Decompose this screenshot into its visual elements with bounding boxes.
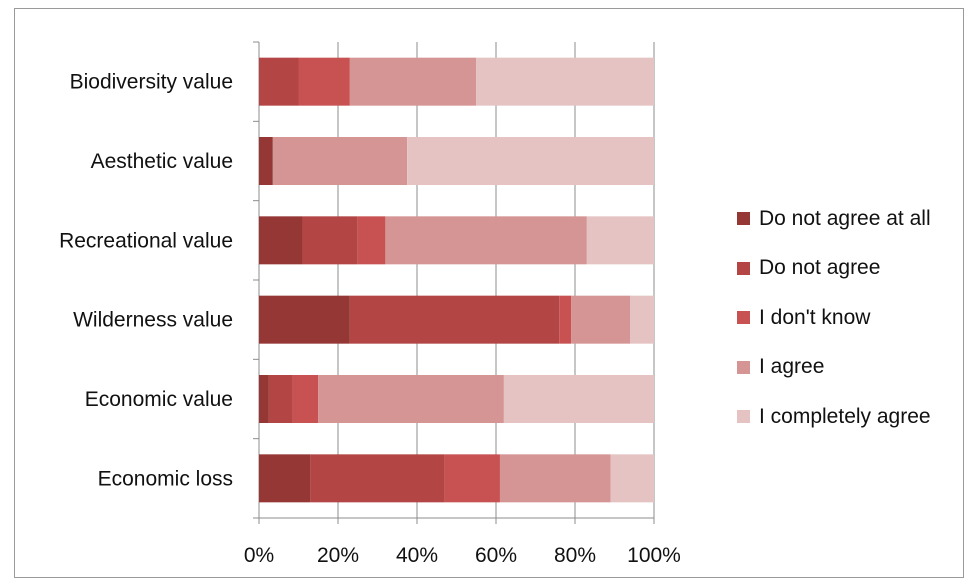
bar-segment — [349, 57, 477, 106]
stacked-bar-chart: Biodiversity value Aesthetic value Recreat… — [59, 41, 681, 567]
bar-segment — [302, 216, 358, 265]
bar-segment — [476, 57, 654, 106]
legend-label: Do not agree at all — [759, 206, 931, 230]
x-tick-label: 0% — [244, 544, 274, 567]
legend-item: Do not agree — [737, 244, 931, 294]
bar-segment — [310, 454, 445, 503]
legend-label: I completely agree — [759, 404, 931, 428]
bar-segment — [571, 295, 631, 344]
category-label: Economic loss — [98, 467, 233, 490]
legend-item: I completely agree — [737, 392, 931, 442]
legend-label: I agree — [759, 355, 825, 379]
bar-segment — [559, 295, 572, 344]
x-tick-label: 20% — [317, 544, 359, 567]
bar-segment — [318, 375, 504, 423]
bar-segment — [259, 375, 269, 423]
legend-item: I agree — [737, 343, 931, 393]
category-label: Wilderness value — [73, 309, 233, 332]
legend-swatch — [737, 311, 750, 325]
bar-segment — [268, 375, 293, 423]
legend-swatch — [737, 410, 750, 424]
chart-frame: Biodiversity value Aesthetic value Recreat… — [14, 8, 964, 578]
bar-segment — [259, 216, 303, 265]
bar-segment — [298, 57, 350, 106]
x-tick-label: 40% — [396, 544, 438, 567]
legend-item: Do not agree at all — [737, 194, 931, 244]
category-label: Biodiversity value — [70, 71, 233, 94]
bar-segment — [503, 375, 654, 423]
bar-segment — [292, 375, 319, 423]
bar-segment — [259, 137, 273, 185]
legend-label: I don't know — [759, 305, 871, 329]
legend-swatch — [737, 360, 750, 374]
category-label: Economic value — [85, 388, 233, 411]
x-tick-label: 80% — [554, 544, 596, 567]
category-label: Aesthetic value — [91, 150, 233, 173]
bar-segment — [499, 454, 611, 503]
bar-segment — [357, 216, 386, 265]
legend-swatch — [737, 212, 750, 226]
bar-segment — [586, 216, 654, 265]
legend-item: I don't know — [737, 293, 931, 343]
bar-segment — [259, 295, 350, 344]
x-tick-label: 60% — [475, 544, 517, 567]
bar-segment — [349, 295, 560, 344]
legend-swatch — [737, 261, 750, 275]
bar-segment — [407, 137, 654, 185]
bar-segment — [259, 454, 311, 503]
legend: Do not agree at all Do not agree I don't k… — [737, 194, 931, 442]
bar-segment — [610, 454, 654, 503]
x-tick-label: 100% — [627, 544, 681, 567]
bar-segment — [444, 454, 500, 503]
category-label: Recreational value — [59, 229, 233, 252]
bar-segment — [385, 216, 587, 265]
bar-segment — [272, 137, 408, 185]
bar-segment — [630, 295, 654, 344]
legend-label: Do not agree — [759, 256, 881, 280]
bar-segment — [259, 57, 299, 106]
